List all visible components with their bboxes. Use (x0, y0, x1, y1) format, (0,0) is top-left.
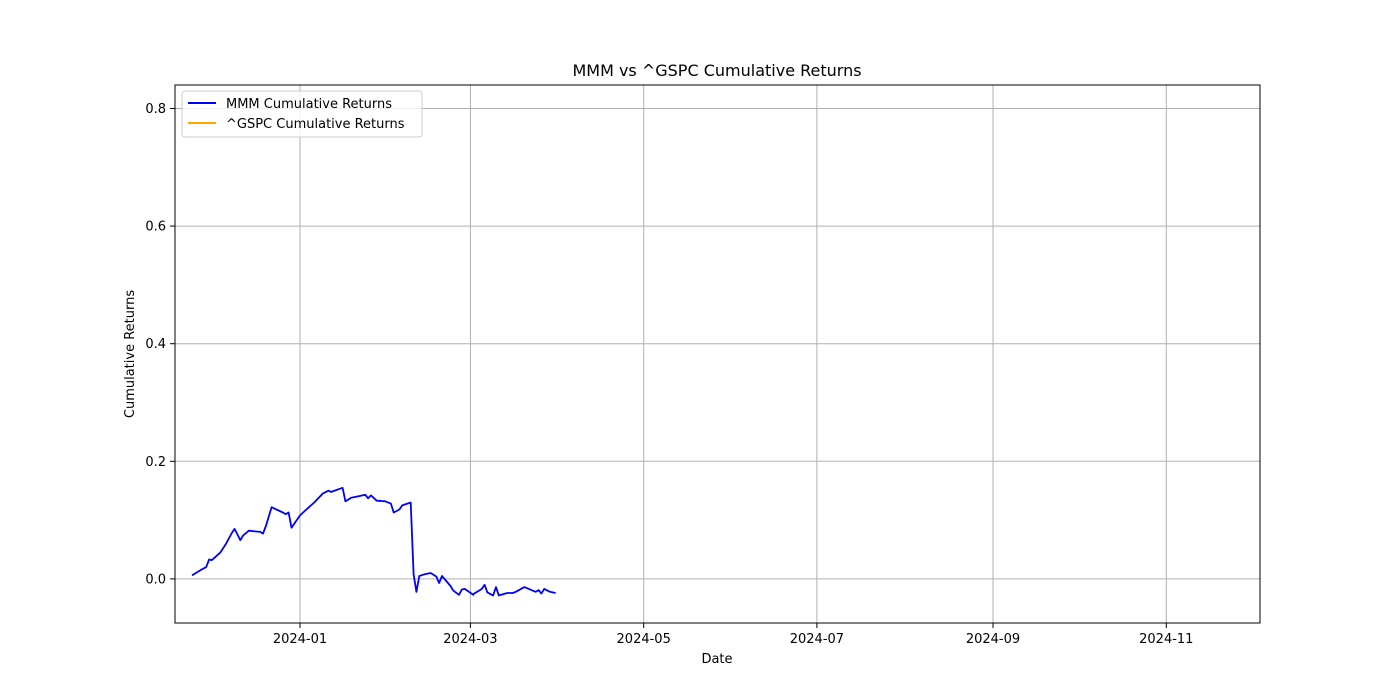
legend: MMM Cumulative Returns ^GSPC Cumulative … (181, 90, 423, 138)
x-axis-label: Date (701, 652, 732, 667)
y-axis-label: Cumulative Returns (123, 290, 138, 418)
axis-ticks: 2024-01 2024-03 2024-05 2024-07 2024-09 2024-… (145, 102, 1193, 647)
legend-label-gspc: ^GSPC Cumulative Returns (226, 117, 405, 132)
y-tick-label: 0.0 (145, 572, 166, 587)
x-tick-label: 2024-09 (966, 632, 1020, 647)
y-tick-label: 0.8 (145, 102, 166, 117)
x-tick-label: 2024-01 (273, 632, 327, 647)
x-tick-label: 2024-03 (443, 632, 497, 647)
series-lines (191, 486, 556, 597)
chart-title: MMM vs ^GSPC Cumulative Returns (572, 61, 861, 80)
y-tick-label: 0.6 (145, 220, 166, 235)
grid (175, 85, 1260, 623)
series-line-mmm (191, 486, 556, 597)
legend-box (181, 90, 423, 138)
x-tick-label: 2024-07 (790, 632, 844, 647)
y-tick-label: 0.2 (145, 455, 166, 470)
plot-area-frame (174, 84, 1261, 624)
x-tick-label: 2024-11 (1139, 632, 1193, 647)
x-tick-label: 2024-05 (617, 632, 671, 647)
legend-label-mmm: MMM Cumulative Returns (226, 97, 392, 112)
y-tick-label: 0.4 (145, 337, 166, 352)
